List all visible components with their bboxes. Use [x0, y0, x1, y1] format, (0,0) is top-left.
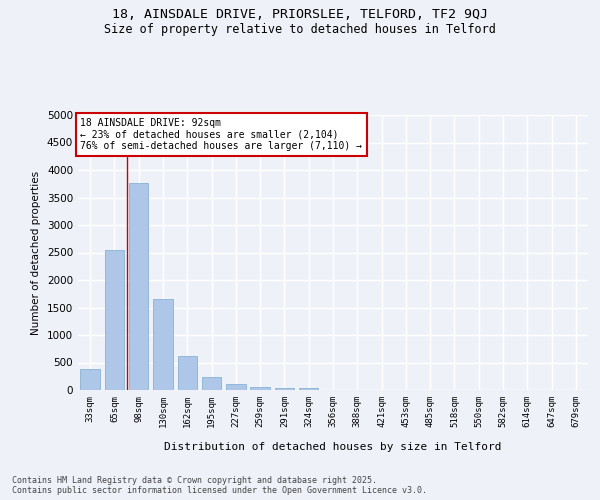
Bar: [80, 368, 100, 390]
Bar: [178, 356, 197, 390]
Bar: [153, 299, 173, 390]
Bar: [275, 388, 294, 390]
Bar: [299, 388, 319, 390]
Text: Contains HM Land Registry data © Crown copyright and database right 2025.
Contai: Contains HM Land Registry data © Crown c…: [12, 476, 427, 495]
Bar: [202, 377, 221, 390]
Y-axis label: Number of detached properties: Number of detached properties: [31, 170, 41, 334]
Bar: [129, 182, 148, 390]
Text: Distribution of detached houses by size in Telford: Distribution of detached houses by size …: [164, 442, 502, 452]
Text: 18, AINSDALE DRIVE, PRIORSLEE, TELFORD, TF2 9QJ: 18, AINSDALE DRIVE, PRIORSLEE, TELFORD, …: [112, 8, 488, 20]
Bar: [105, 250, 124, 390]
Text: Size of property relative to detached houses in Telford: Size of property relative to detached ho…: [104, 22, 496, 36]
Bar: [226, 384, 245, 390]
Bar: [250, 387, 270, 390]
Text: 18 AINSDALE DRIVE: 92sqm
← 23% of detached houses are smaller (2,104)
76% of sem: 18 AINSDALE DRIVE: 92sqm ← 23% of detach…: [80, 118, 362, 151]
